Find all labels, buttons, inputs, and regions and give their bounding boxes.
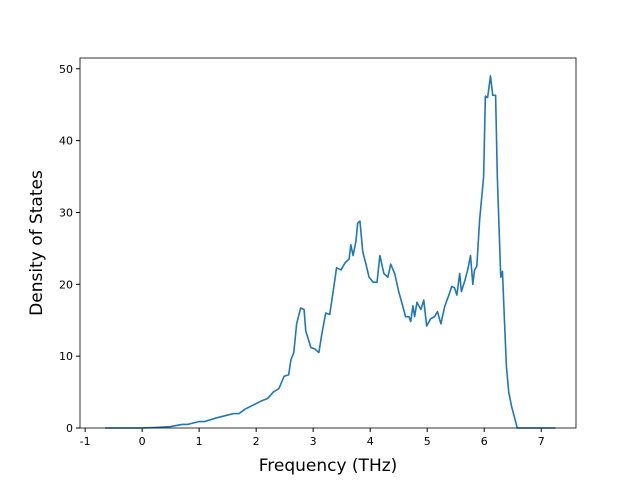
plot-frame <box>79 57 577 429</box>
x-tick-label: 3 <box>310 435 317 448</box>
dos-line <box>105 75 556 429</box>
y-tick-label: 30 <box>59 206 73 219</box>
x-tick-label: 0 <box>139 435 146 448</box>
x-tick-label: 2 <box>253 435 260 448</box>
x-tick-label: 7 <box>538 435 545 448</box>
y-tick-label: 0 <box>66 422 73 435</box>
y-tick-label: 20 <box>59 278 73 291</box>
y-tick-label: 10 <box>59 350 73 363</box>
x-axis-label: Frequency (THz) <box>259 456 398 476</box>
x-tick-label: 4 <box>367 435 374 448</box>
x-tick-label: 5 <box>424 435 431 448</box>
x-tick-label: -1 <box>80 435 91 448</box>
x-tick-label: 6 <box>481 435 488 448</box>
y-axis-label: Density of States <box>27 170 47 316</box>
y-tick-label: 50 <box>59 63 73 76</box>
x-tick-label: 1 <box>196 435 203 448</box>
y-tick-label: 40 <box>59 135 73 148</box>
